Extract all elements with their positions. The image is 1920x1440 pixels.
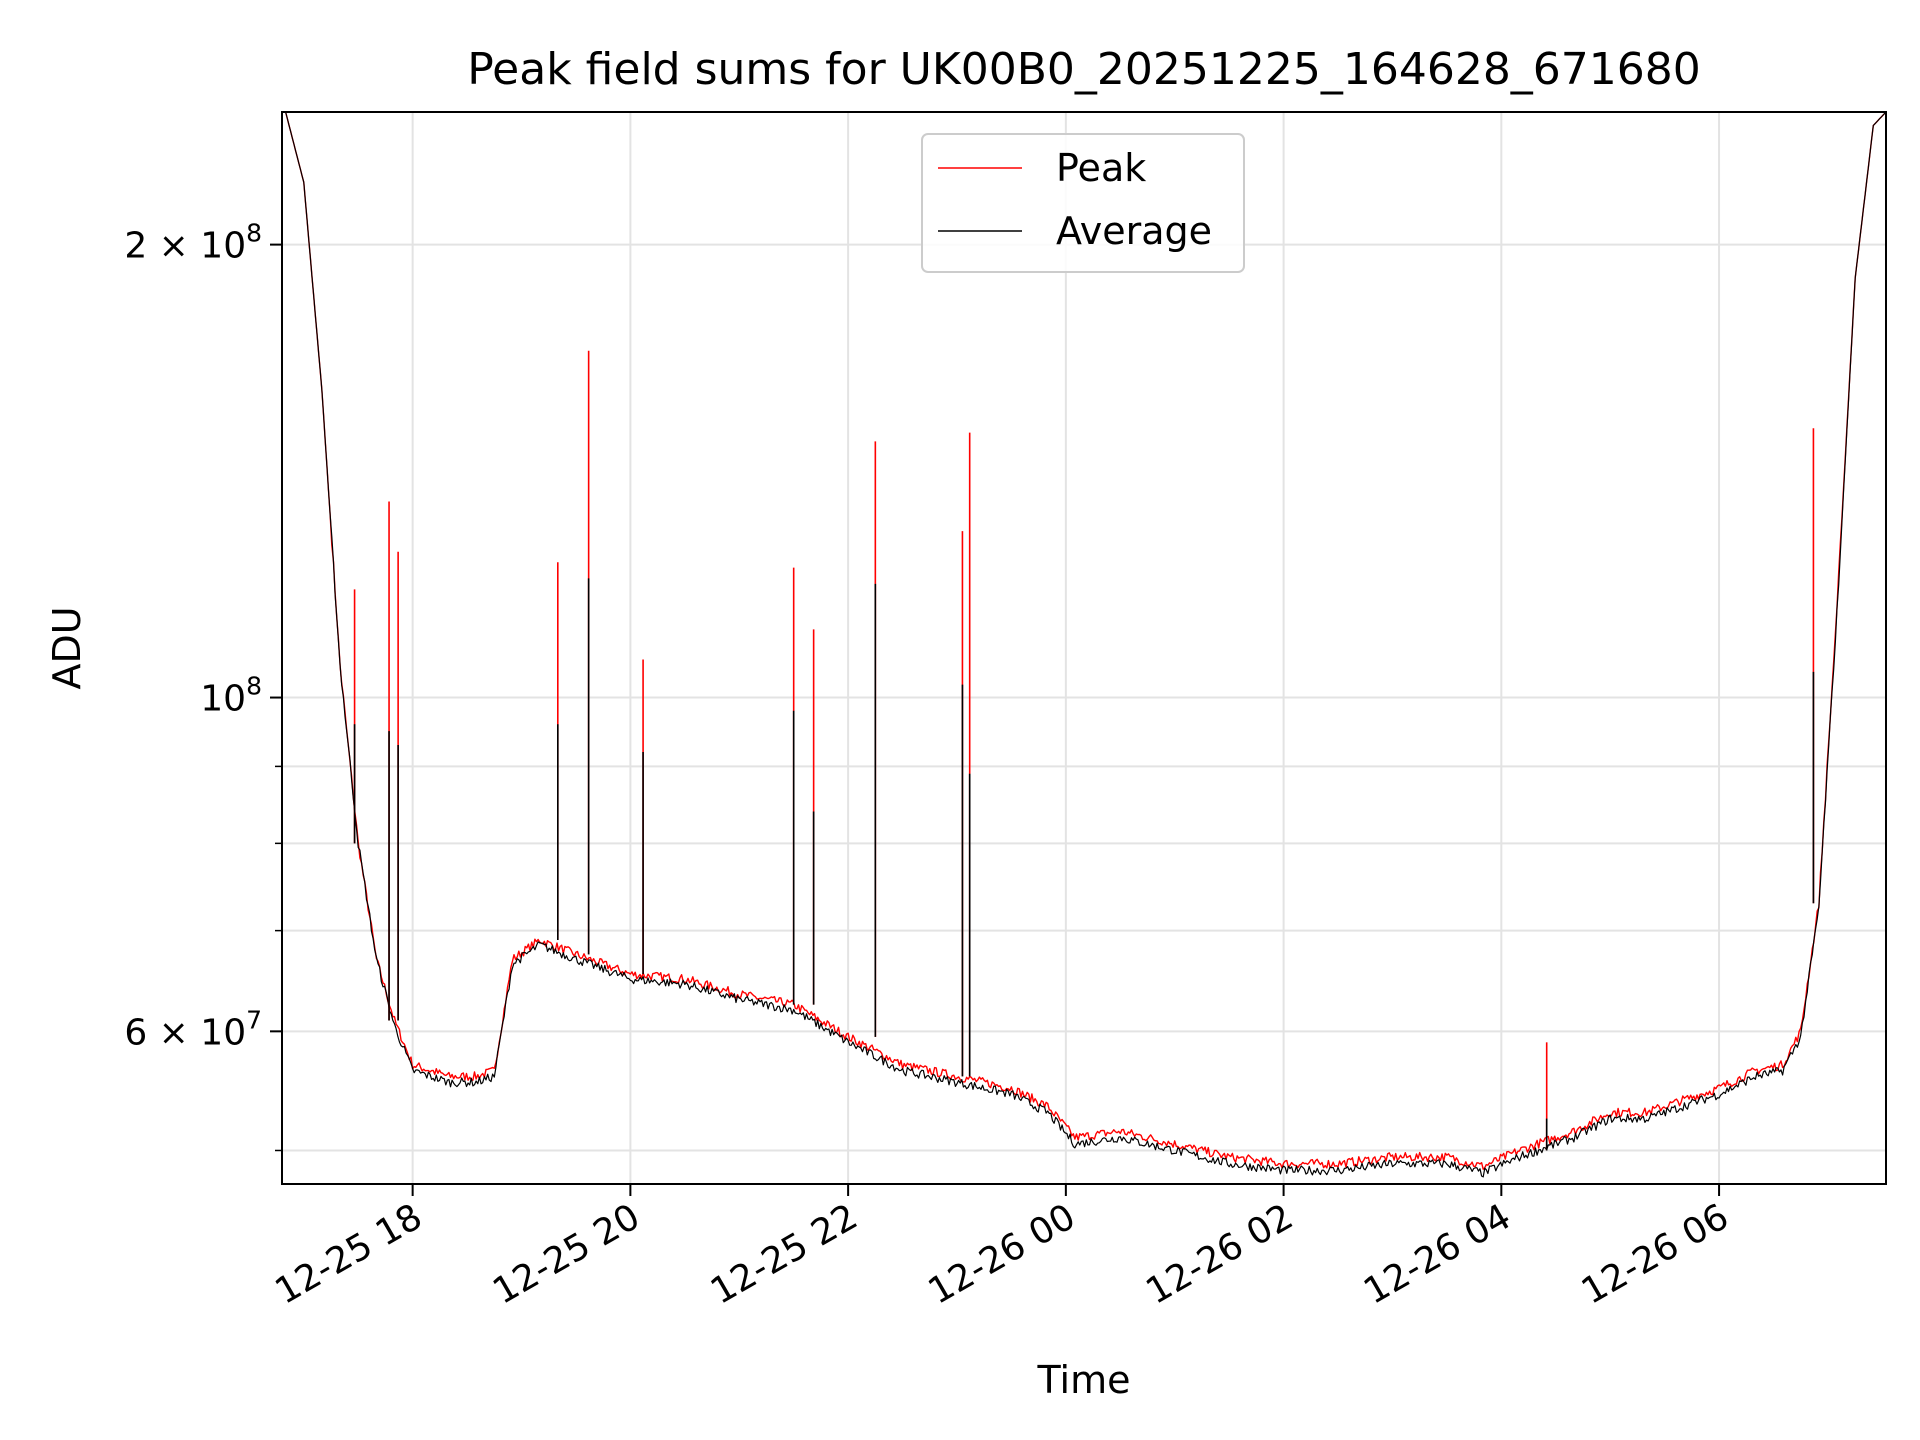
y-axis: 6 × 107 108 2 × 108 xyxy=(124,219,282,1152)
y-tick-label-1: 108 xyxy=(200,672,262,720)
y-tick-label-2: 2 × 108 xyxy=(124,219,262,267)
series-line-peak xyxy=(284,111,1887,1170)
legend: Peak Average xyxy=(921,133,1245,273)
legend-label-peak: Peak xyxy=(1056,146,1146,190)
legend-label-average: Average xyxy=(1056,209,1212,253)
y-tick-label-0: 6 × 107 xyxy=(124,1005,262,1053)
plot-frame xyxy=(281,111,1887,1185)
series-line-average xyxy=(285,111,1887,1178)
series-layer xyxy=(284,111,1887,1178)
y-axis-label: ADU xyxy=(45,606,89,689)
chart-title: Peak field sums for UK00B0_20251225_1646… xyxy=(467,44,1701,95)
y-tick-exponent-0: 7 xyxy=(246,1005,262,1034)
y-tick-exponent-1: 8 xyxy=(246,672,262,701)
y-tick-exponent-2: 8 xyxy=(246,219,262,248)
x-axis-label: Time xyxy=(1037,1358,1131,1402)
